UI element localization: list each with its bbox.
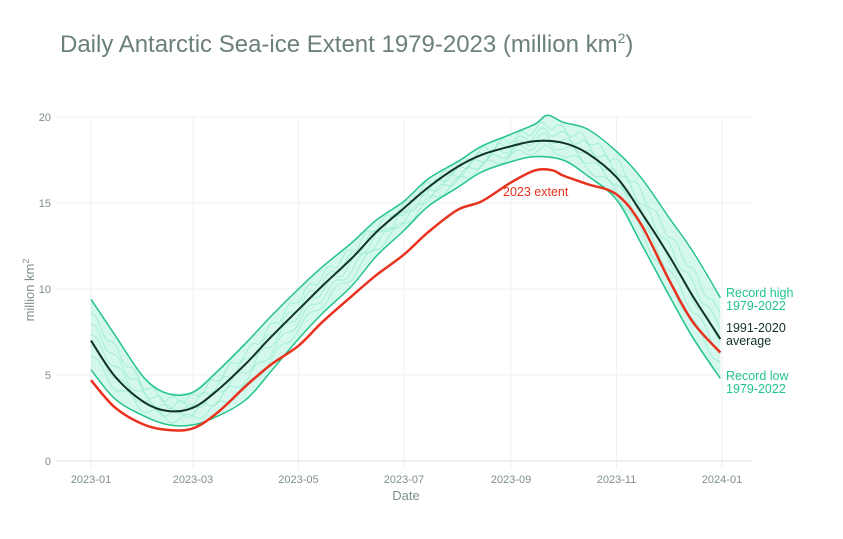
chart-title-text: Daily Antarctic Sea-ice Extent 1979-2023… [60,31,618,58]
series-lines [90,114,722,432]
historic-range-band [91,115,721,425]
label-2023-extent-line: 2023 extent [503,185,569,199]
x-axis-title: Date [392,488,419,503]
label-record-high-line: 1979-2022 [726,299,786,313]
x-tick-labels: 2023-01 2023-03 2023-05 2023-07 2023-09 2023-… [71,474,742,486]
label-record-low-line: Record low [726,369,789,383]
historic-year-trace [90,121,721,404]
label-average-line: average [726,334,771,348]
x-tick-label: 2023-09 [491,474,531,486]
label-2023-extent: 2023 extent [503,185,569,199]
historic-year-trace [90,127,721,410]
y-tick-label: 5 [45,370,51,382]
x-tick-label: 2023-03 [173,474,213,486]
label-record-low-line: 1979-2022 [726,382,786,396]
y-tick-label: 15 [39,198,51,210]
x-tick-label: 2023-01 [71,474,111,486]
chart-title-superscript: 2 [617,30,626,46]
y-tick-label: 20 [39,112,51,124]
y-axis-title-text: million km [22,264,37,322]
label-average-line: 1991-2020 [726,321,786,335]
label-average: 1991-2020 average [726,321,786,348]
series-line-2023-extent [90,167,722,432]
y-tick-label: 0 [45,456,51,468]
label-record-high: Record high 1979-2022 [726,286,793,313]
series-line-average [90,139,722,413]
y-axis-title-superscript: 2 [21,259,31,264]
x-tick-label: 2023-07 [384,474,424,486]
label-record-high-line: Record high [726,286,793,300]
label-record-low: Record low 1979-2022 [726,369,789,396]
x-tick-label: 2023-11 [597,474,637,486]
chart-title: Daily Antarctic Sea-ice Extent 1979-2023… [60,30,633,59]
y-axis-title: million km2 [21,259,37,322]
historic-year-trace [90,144,721,424]
grid-lines [56,116,752,469]
y-tick-labels: 0 5 10 15 20 [39,112,51,468]
chart-title-close: ) [625,31,634,58]
historic-year-trace [90,138,721,419]
x-tick-label: 2023-05 [278,474,318,486]
x-tick-label: 2024-01 [702,474,742,486]
series-line-record-high [90,114,721,397]
series-line-record-low [90,155,721,427]
historic-band [90,115,721,425]
y-tick-label: 10 [39,284,51,296]
